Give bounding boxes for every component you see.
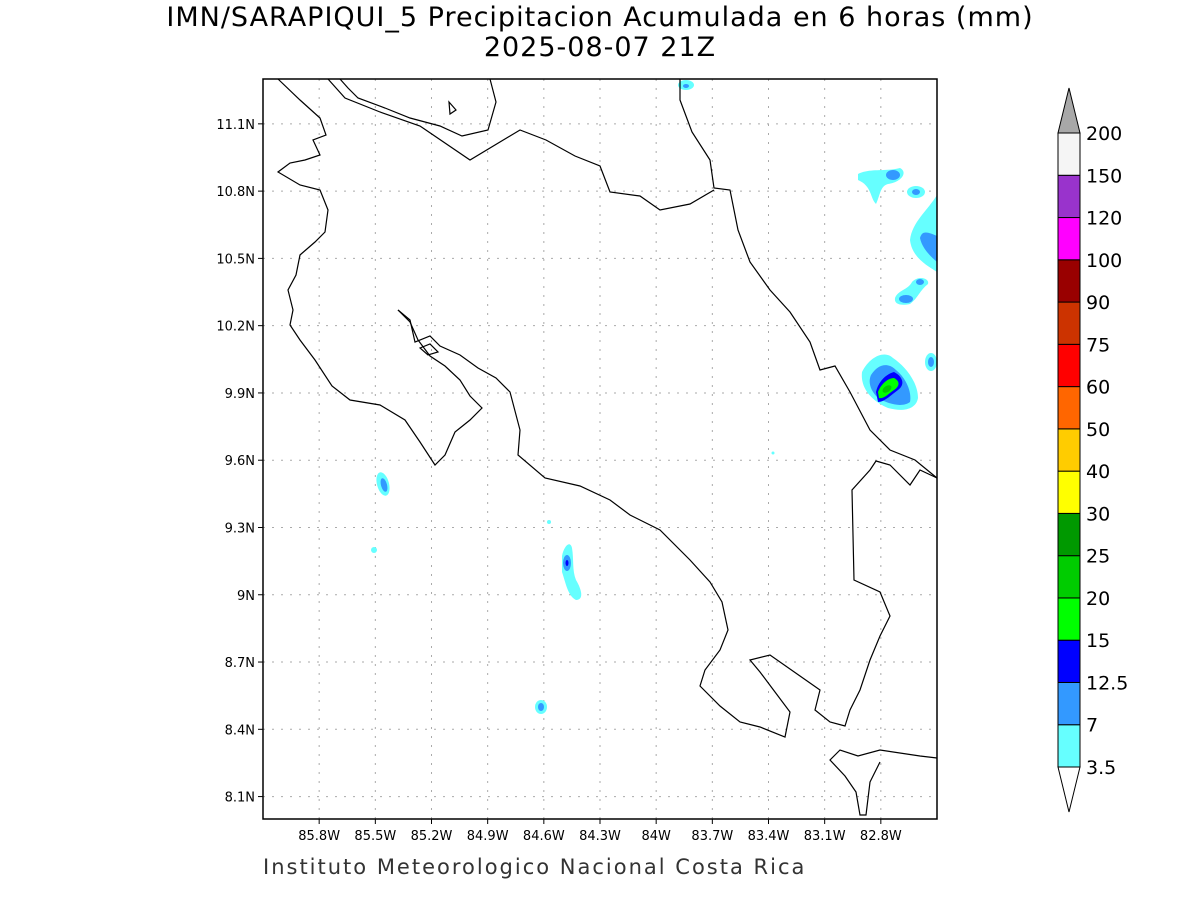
lat-tick-label: 9N <box>237 589 255 604</box>
precip-area <box>380 478 388 492</box>
lat-tick-label: 10.2N <box>216 320 255 335</box>
colorbar-swatch <box>1057 724 1081 768</box>
lat-tick-label: 8.7N <box>225 656 255 671</box>
lon-tick-label: 84.9W <box>467 829 509 844</box>
lon-tick-label: 82.8W <box>860 829 902 844</box>
colorbar-level-label: 50 <box>1086 419 1110 441</box>
colorbar-swatch <box>1057 428 1081 472</box>
lat-tick-label: 10.8N <box>216 185 255 200</box>
colorbar-level-label: 12.5 <box>1086 672 1128 694</box>
lake <box>448 100 457 116</box>
lake <box>418 343 440 356</box>
colorbar-swatch <box>1057 132 1081 176</box>
colorbar-level-label: 200 <box>1086 123 1122 145</box>
lat-tick-label: 10.5N <box>216 252 255 267</box>
lat-tick-label: 9.6N <box>225 454 255 469</box>
colorbar: 3.5 7 12.5 15 20 25 30 40 50 60 75 90 100 120 150 200 <box>1057 87 1128 813</box>
colorbar-under-arrow <box>1057 766 1081 813</box>
footer-credit: Instituto Meteorologico Nacional Costa R… <box>263 855 807 879</box>
colorbar-swatch <box>1057 512 1081 557</box>
lake-shore <box>339 78 497 137</box>
lat-tick-label: 9.3N <box>225 521 255 536</box>
colorbar-level-label: 40 <box>1086 461 1110 483</box>
precip-area <box>371 547 377 553</box>
precip-area <box>882 385 892 393</box>
colorbar-level-label: 120 <box>1086 208 1122 230</box>
lon-tick-label: 85.8W <box>298 829 340 844</box>
colorbar-level-label: 60 <box>1086 377 1110 399</box>
osa-coast <box>829 749 938 816</box>
lon-tick-label: 83.7W <box>691 829 733 844</box>
precipitation-contours <box>371 80 937 714</box>
colorbar-level-label: 25 <box>1086 546 1110 568</box>
colorbar-swatch <box>1057 301 1081 345</box>
colorbar-swatch <box>1057 174 1081 219</box>
axis-ticks: 85.8W 85.5W 85.2W 84.9W 84.6W 84.3W 84W 83.7W 83… <box>216 118 902 844</box>
lon-tick-label: 84.6W <box>523 829 565 844</box>
nicaragua-border <box>327 78 715 211</box>
map-valid-time: 2025-08-07 21Z <box>483 32 717 63</box>
lat-tick-label: 8.4N <box>225 723 255 738</box>
colorbar-swatch <box>1057 259 1081 303</box>
lon-tick-label: 85.2W <box>411 829 453 844</box>
colorbar-swatch <box>1057 343 1081 388</box>
colorbar-swatch <box>1057 681 1081 726</box>
colorbar-level-label: 3.5 <box>1086 757 1116 779</box>
colorbar-level-label: 90 <box>1086 292 1110 314</box>
colorbar-level-label: 100 <box>1086 250 1122 272</box>
precip-area <box>928 357 934 367</box>
precip-area <box>916 279 924 285</box>
colorbar-swatch <box>1057 597 1081 641</box>
colorbar-swatch <box>1057 639 1081 683</box>
precip-area <box>683 84 689 88</box>
lon-tick-label: 83.4W <box>748 829 790 844</box>
lon-tick-label: 84W <box>641 829 671 844</box>
colorbar-level-label: 7 <box>1086 715 1098 737</box>
colorbar-level-label: 30 <box>1086 503 1110 525</box>
precip-area <box>920 232 937 262</box>
colorbar-swatch <box>1057 470 1081 514</box>
precip-area <box>538 703 544 711</box>
colorbar-swatch <box>1057 386 1081 430</box>
map-title: IMN/SARAPIQUI_5 Precipitacion Acumulada … <box>166 2 1034 33</box>
colorbar-level-label: 150 <box>1086 165 1122 187</box>
caribbean-coastline <box>679 79 938 479</box>
precip-area <box>886 170 900 180</box>
lat-tick-label: 9.9N <box>225 387 255 402</box>
lat-tick-label: 11.1N <box>216 118 255 133</box>
colorbar-over-arrow <box>1057 87 1081 134</box>
nicoya-gulf-coast <box>397 309 938 738</box>
pacific-coastline <box>276 78 483 466</box>
lon-tick-label: 83.1W <box>804 829 846 844</box>
colorbar-level-label: 75 <box>1086 334 1110 356</box>
colorbar-level-label: 15 <box>1086 630 1110 652</box>
precip-area <box>912 189 920 195</box>
lon-tick-label: 84.3W <box>579 829 621 844</box>
gridlines <box>263 79 937 819</box>
precip-area <box>565 560 569 566</box>
lon-tick-label: 85.5W <box>354 829 396 844</box>
colorbar-swatch <box>1057 555 1081 599</box>
precip-area <box>547 520 551 524</box>
coastlines-borders <box>276 78 938 816</box>
colorbar-swatch <box>1057 217 1081 261</box>
precip-area <box>899 295 913 303</box>
precip-area <box>771 451 775 455</box>
precip-area <box>562 544 582 600</box>
colorbar-level-label: 20 <box>1086 588 1110 610</box>
lat-tick-label: 8.1N <box>225 791 255 806</box>
